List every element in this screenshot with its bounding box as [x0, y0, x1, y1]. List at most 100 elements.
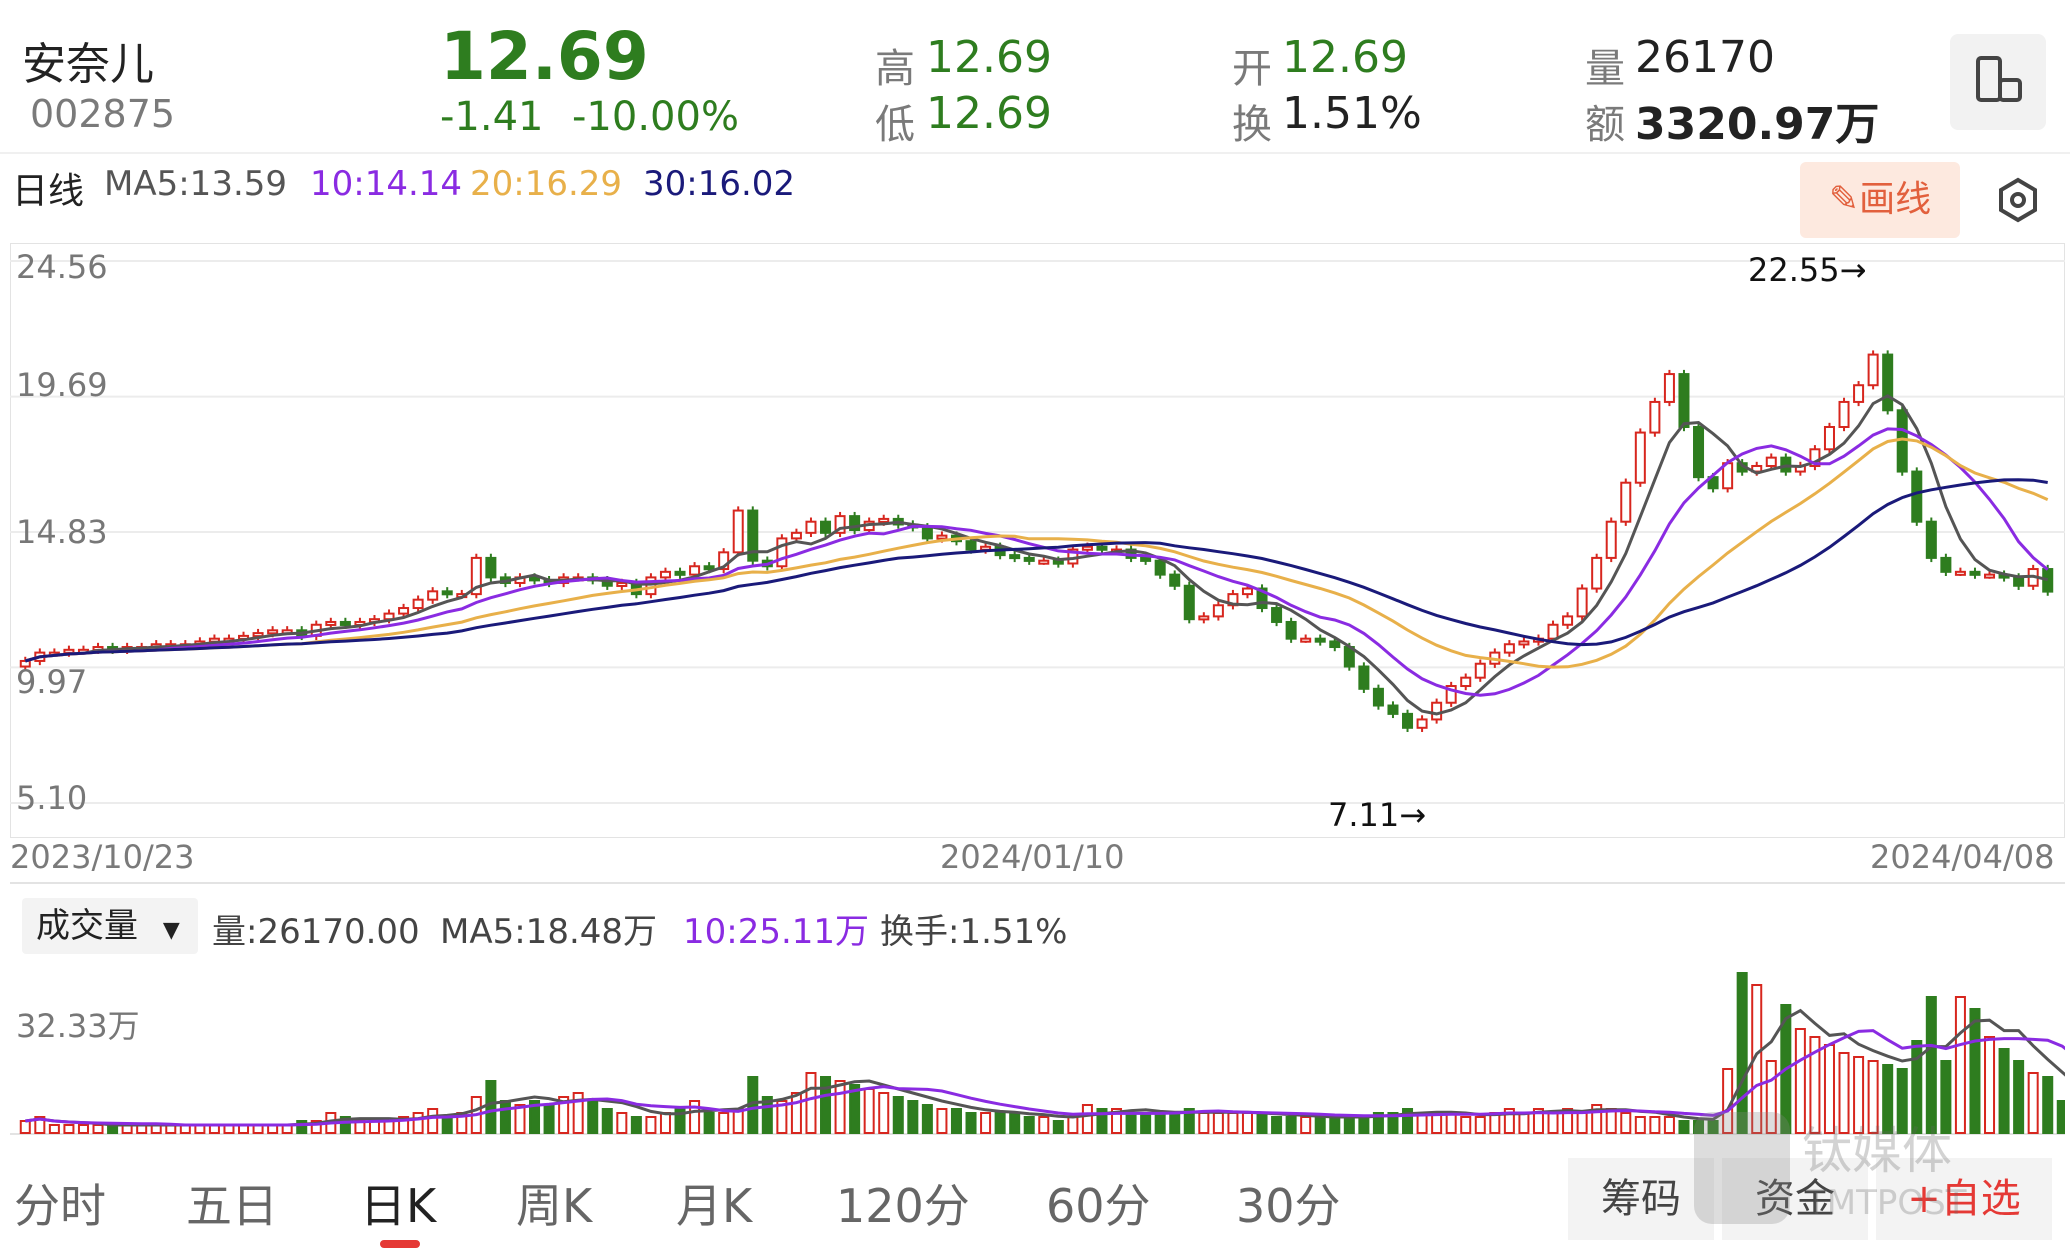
- volume-bar-44: [659, 1112, 671, 1134]
- candle-body: [674, 570, 686, 576]
- volume-bar-110: [1620, 1112, 1632, 1134]
- volume-bar-25: [383, 1120, 395, 1134]
- candle-102: [1503, 640, 1515, 657]
- volume-bar-34: [514, 1104, 526, 1134]
- tab-intraday[interactable]: 分时: [14, 1179, 106, 1233]
- volume-turnover: 换手:1.51%: [880, 912, 1068, 952]
- candle-112: [1649, 397, 1661, 437]
- pen-icon: ✎: [1828, 179, 1860, 220]
- candle-body: [1300, 637, 1312, 643]
- volume-bar-55: [820, 1076, 832, 1134]
- tab-120min[interactable]: 120分: [836, 1179, 970, 1233]
- volume-ma-lines: [25, 1008, 2065, 1127]
- ma10-value: 10:14.14: [310, 164, 463, 204]
- volume-bar-22: [339, 1116, 351, 1134]
- candle-98: [1445, 681, 1457, 707]
- volume-bar-104: [1532, 1108, 1544, 1134]
- candle-21: [325, 617, 337, 629]
- candle-89: [1314, 634, 1326, 646]
- candle-128: [1882, 350, 1894, 415]
- candle-114: [1678, 369, 1690, 432]
- candle-120: [1765, 453, 1777, 471]
- candle-body: [1198, 615, 1210, 621]
- ma5-value: MA5:13.59: [104, 164, 288, 204]
- volume-bar-74: [1096, 1108, 1108, 1134]
- low-annotation: 7.11→: [1328, 796, 1426, 834]
- volume-indicator-select[interactable]: 成交量 ▼: [22, 898, 198, 954]
- candle-body: [703, 565, 715, 571]
- period-label: 日线: [12, 171, 85, 212]
- tab-daily-k[interactable]: 日K: [360, 1179, 437, 1233]
- volume-bar-0: [19, 1120, 31, 1134]
- volume-bar-94: [1387, 1112, 1399, 1134]
- volume-bar-112: [1649, 1116, 1661, 1134]
- volume-bar-2: [48, 1124, 60, 1134]
- volume-ma5-line: [25, 1008, 2065, 1127]
- volume-bar-61: [907, 1100, 919, 1134]
- open-value: 12.69: [1282, 32, 1408, 83]
- candle-body: [659, 570, 671, 579]
- candle-body: [1023, 556, 1035, 562]
- chips-button[interactable]: 筹码: [1568, 1158, 1714, 1240]
- candle-52: [776, 534, 788, 571]
- tab-five-day[interactable]: 五日: [186, 1179, 278, 1233]
- volume-bar-115: [1693, 1120, 1705, 1134]
- ma20-value: 20:16.29: [470, 164, 623, 204]
- volume-bar-53: [790, 1092, 802, 1134]
- candle-body: [1634, 431, 1646, 484]
- candle-31: [470, 553, 482, 599]
- tab-60min[interactable]: 60分: [1046, 1179, 1151, 1233]
- date-axis-start: 2023/10/23: [10, 838, 195, 876]
- candle-70: [1038, 556, 1050, 565]
- high-label: 高: [875, 46, 915, 92]
- volume-bar-47: [703, 1112, 715, 1134]
- candle-body: [1329, 640, 1341, 649]
- candle-45: [674, 567, 686, 579]
- funds-button[interactable]: 资金: [1722, 1158, 1868, 1240]
- candle-body: [732, 509, 744, 554]
- candle-body: [267, 629, 279, 635]
- volume-bar-79: [1169, 1112, 1181, 1134]
- turnover-label: 换: [1232, 102, 1272, 148]
- price-axis-label-3: 9.97: [16, 663, 87, 701]
- draw-line-button[interactable]: ✎画线: [1800, 162, 1960, 238]
- volume-bar-135: [1984, 1036, 1996, 1134]
- candle-body: [1663, 373, 1675, 403]
- tab-monthly-k[interactable]: 月K: [676, 1179, 753, 1233]
- volume-bar-122: [1794, 1028, 1806, 1134]
- volume-bar-129: [1896, 1068, 1908, 1134]
- price-chart[interactable]: 24.56 19.69 14.83 9.97 5.10 22.55→ 7.11→: [10, 243, 2065, 838]
- volume-ma10: 10:25.11万: [683, 912, 870, 952]
- volume-bar-36: [543, 1104, 555, 1134]
- candle-135: [1984, 570, 1996, 579]
- volume-bar-103: [1518, 1112, 1530, 1134]
- candle-49: [732, 506, 744, 557]
- candle-50: [747, 506, 759, 565]
- candle-body: [790, 531, 802, 540]
- candle-body: [1416, 718, 1428, 729]
- low-value: 12.69: [926, 88, 1052, 139]
- draw-line-label: 画线: [1859, 179, 1932, 220]
- ma30-line: [24, 478, 2048, 663]
- tab-30min[interactable]: 30分: [1236, 1179, 1341, 1233]
- volume-bar-107: [1576, 1112, 1588, 1134]
- volume-bar-108: [1591, 1104, 1603, 1134]
- candle-body: [936, 534, 948, 540]
- candle-body: [1256, 587, 1268, 610]
- dropdown-arrow-icon: ▼: [162, 918, 180, 943]
- tab-weekly-k[interactable]: 周K: [516, 1179, 593, 1233]
- candle-93: [1372, 684, 1384, 710]
- volume-bar-5: [92, 1124, 104, 1134]
- volume-chart[interactable]: 32.33万: [10, 955, 2065, 1135]
- candle-85: [1256, 584, 1268, 613]
- candle-body: [1212, 604, 1224, 618]
- volume-bar-114: [1678, 1120, 1690, 1134]
- candle-body: [1605, 520, 1617, 559]
- add-watchlist-button[interactable]: +自选: [1876, 1158, 2052, 1240]
- candle-body: [1009, 554, 1021, 560]
- chart-settings-button[interactable]: [1994, 176, 2042, 224]
- volume-bar-132: [1940, 1060, 1952, 1134]
- volume-bar-27: [412, 1112, 424, 1134]
- landscape-toggle-button[interactable]: [1950, 34, 2046, 130]
- volume-bar-52: [776, 1100, 788, 1134]
